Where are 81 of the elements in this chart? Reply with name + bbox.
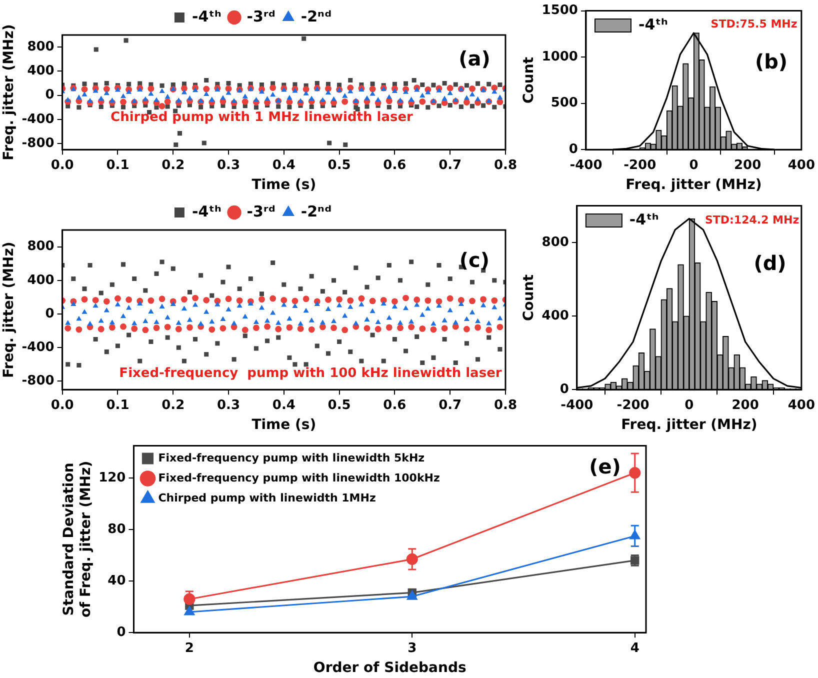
y-tick-label: -800: [22, 374, 54, 389]
y-tick-label: 800: [27, 39, 54, 54]
y-tick-label: 500: [550, 96, 578, 111]
annotation: (a): [458, 46, 490, 70]
y-axis-title: Count: [521, 274, 538, 321]
x-tick-label: 0.4: [272, 398, 296, 413]
x-tick-label: 0: [684, 398, 694, 413]
y-tick-label: 1500: [542, 3, 578, 18]
legend-label: -2ⁿᵈ: [300, 202, 332, 220]
x-tick-label: 0.2: [162, 158, 185, 173]
y-tick-label: 400: [27, 272, 54, 288]
legend-label: Fixed-frequency pump with linewidth 5kHz: [158, 451, 425, 464]
x-tick-label: 0.7: [438, 398, 462, 413]
legend-label: -4ᵗʰ: [629, 210, 659, 228]
x-tick-label: 0: [689, 158, 698, 173]
x-tick-label: 3: [408, 640, 417, 656]
legend-label: Fixed-frequency pump with linewidth 100kHz: [158, 471, 440, 484]
x-tick-label: 0.8: [494, 398, 517, 413]
x-axis-title: Time (s): [252, 177, 316, 194]
x-axis-title: Freq. jitter (MHz): [621, 417, 758, 434]
annotation: STD:75.5 MHz: [710, 18, 798, 31]
legend-label: -4ᵗʰ: [192, 202, 222, 220]
annotation: (b): [754, 50, 788, 74]
legend-label: -4ᵗʰ: [638, 15, 668, 34]
x-tick-label: -200: [624, 158, 656, 173]
x-axis-title: Freq. jitter (MHz): [626, 177, 762, 194]
annotation: STD:124.2 MHz: [704, 213, 800, 226]
x-tick-label: 0.4: [272, 158, 296, 173]
x-tick-label: 200: [732, 398, 759, 413]
y-axis-title: Freq. jitter (MHz): [1, 242, 18, 378]
y-tick-label: 0: [116, 624, 126, 640]
x-axis-title: Time (s): [252, 417, 316, 434]
y-tick-label: 400: [542, 308, 569, 324]
legend-label: -3ʳᵈ: [246, 202, 276, 220]
x-tick-label: 0.2: [162, 398, 185, 413]
legend-label: -2ⁿᵈ: [300, 7, 332, 26]
legend-label: Chirped pump with linewidth 1MHz: [158, 491, 376, 504]
x-tick-label: 0.0: [50, 398, 74, 413]
x-tick-label: 0.7: [438, 158, 462, 173]
x-tick-label: -200: [616, 398, 650, 413]
y-tick-label: 0: [45, 88, 54, 103]
x-tick-label: 0.1: [106, 158, 130, 173]
y-tick-label: 0: [568, 142, 578, 157]
y-tick-label: 1000: [542, 49, 578, 64]
x-tick-label: 0.5: [328, 158, 351, 173]
y-tick-label: 800: [27, 239, 54, 254]
y-tick-label: -400: [22, 112, 54, 127]
annotation: (c): [459, 248, 490, 272]
x-tick-label: 0.3: [217, 158, 240, 173]
y-axis-title: Count: [521, 56, 538, 104]
y-tick-label: 400: [27, 64, 54, 79]
x-tick-label: 2: [184, 640, 194, 656]
legend-label: -4ᵗʰ: [192, 7, 222, 26]
x-tick-label: 4: [630, 640, 640, 656]
annotation: (e): [589, 454, 621, 478]
x-tick-label: 0.0: [50, 158, 74, 173]
x-tick-label: 400: [788, 398, 815, 413]
x-tick-label: 0.5: [328, 398, 351, 413]
annotation: (d): [754, 250, 786, 275]
legend-label: -3ʳᵈ: [246, 7, 276, 26]
y-tick-label: 80: [108, 522, 126, 537]
y-tick-label: -400: [22, 340, 54, 355]
x-tick-label: 400: [788, 158, 815, 173]
x-tick-label: 0.8: [494, 158, 517, 173]
y-tick-label: 0: [45, 306, 54, 322]
x-tick-label: 0.3: [217, 398, 240, 413]
y-axis-title: Freq. jitter (MHz): [1, 24, 18, 160]
x-tick-label: 0.1: [106, 398, 130, 413]
annotation: Chirped pump with 1 MHz linewidth laser: [110, 110, 414, 125]
y-tick-label: 40: [108, 573, 126, 588]
y-tick-label: 120: [98, 470, 126, 486]
annotation: Fixed-frequency pump with 100 kHz linewidth laser: [119, 366, 502, 382]
x-tick-label: 0.6: [383, 158, 406, 173]
x-tick-label: 200: [734, 158, 762, 173]
x-tick-label: -400: [570, 158, 602, 173]
x-tick-label: 0.6: [383, 398, 406, 413]
y-tick-label: -800: [22, 136, 54, 151]
x-axis-title: Order of Sidebands: [313, 660, 466, 676]
y-tick-label: 0: [560, 382, 569, 397]
y-axis-title: Standard Deviation of Freq. jitter (MHz): [61, 460, 94, 618]
y-tick-label: 800: [542, 234, 569, 250]
